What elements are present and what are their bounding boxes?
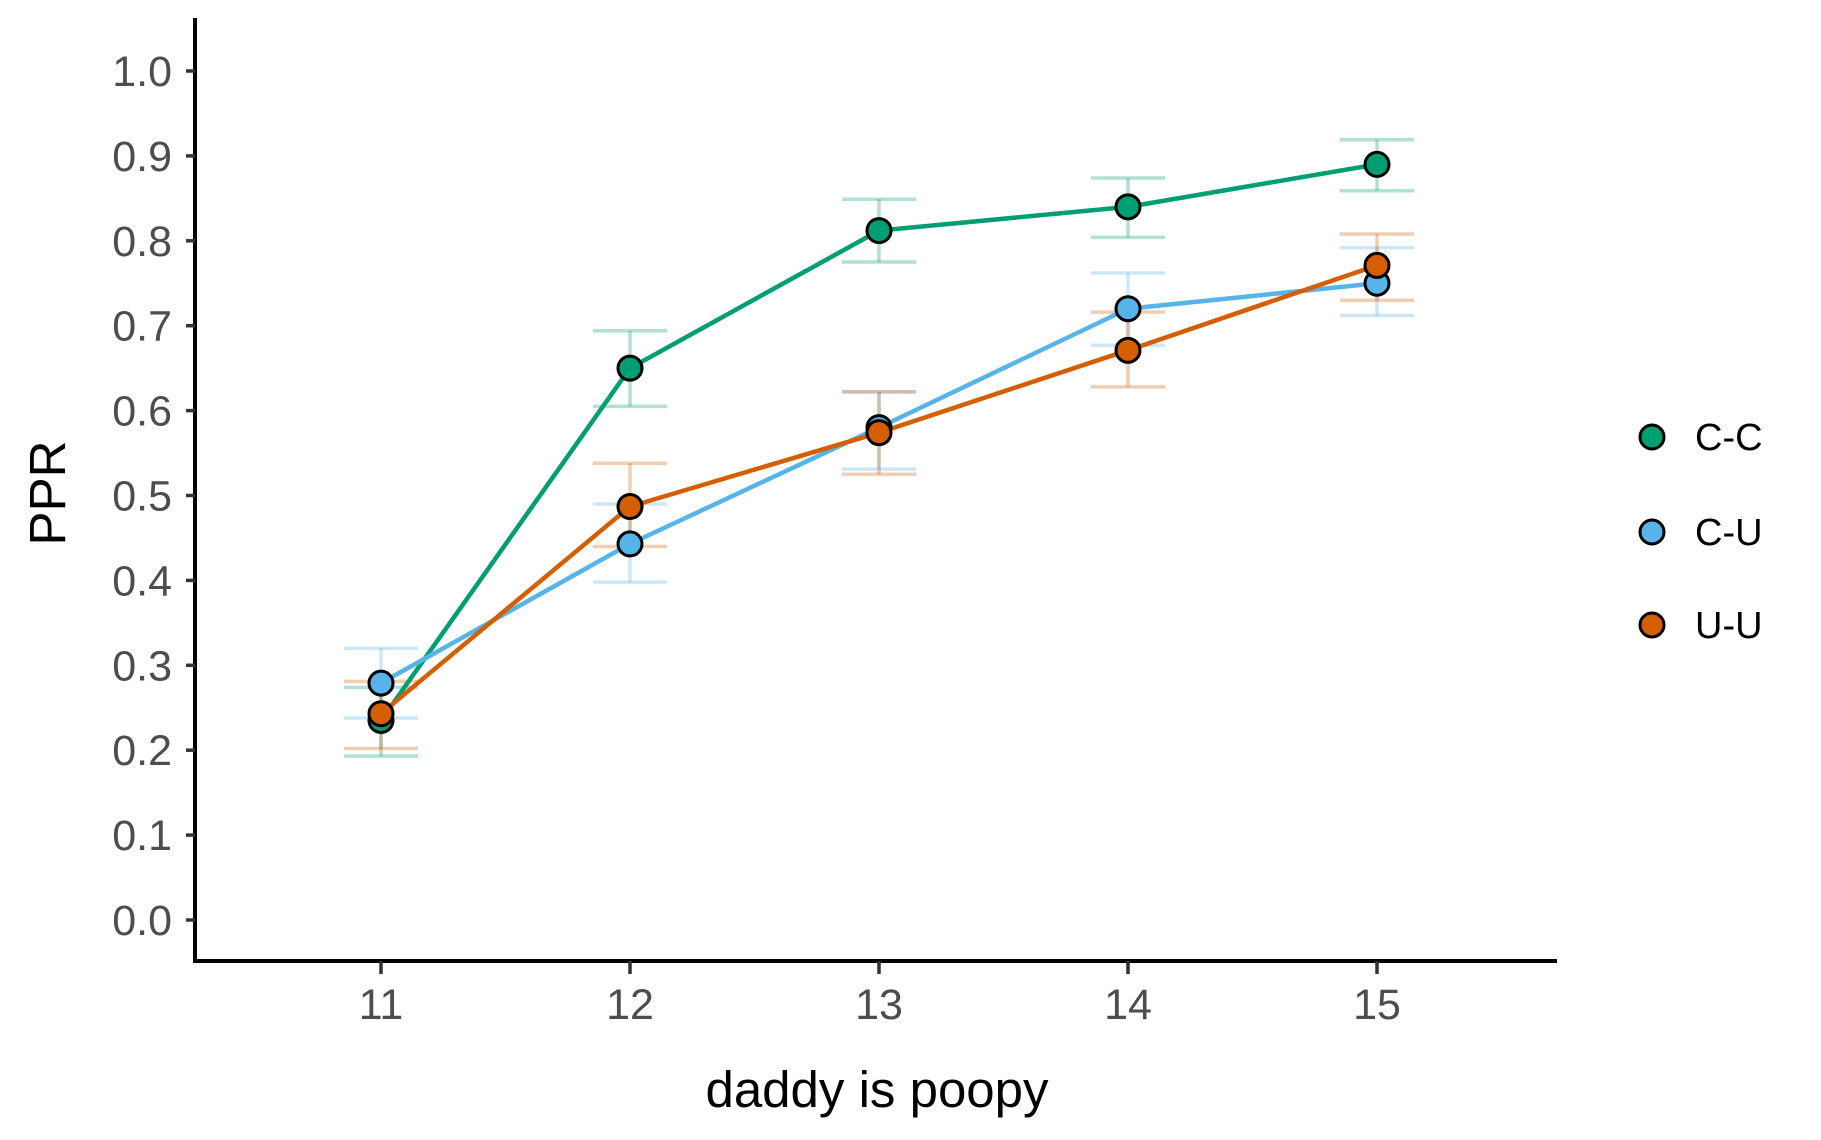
y-axis: 0.0 0.1 0.2 0.3 0.4 0.5 0.6 0.7 0.8 0.9 1.0 bbox=[112, 18, 197, 963]
data-point-C-C-14 bbox=[1114, 193, 1142, 221]
series-line-U-U bbox=[379, 263, 1378, 716]
x-tick-label: 13 bbox=[855, 981, 903, 1029]
legend-key-C-U bbox=[1638, 518, 1666, 546]
y-tick-label: 0.4 bbox=[112, 557, 172, 605]
y-tick-label: 0.3 bbox=[112, 642, 172, 690]
legend-label-C-C: C-C bbox=[1695, 417, 1763, 459]
legend-key-C-C bbox=[1638, 423, 1666, 451]
data-point-U-U-13 bbox=[865, 419, 893, 447]
data-point-C-C-12 bbox=[616, 354, 644, 382]
y-tick-label: 0.0 bbox=[112, 897, 172, 945]
y-tick-label: 0.7 bbox=[112, 303, 172, 351]
y-axis-title: PPR bbox=[19, 441, 76, 546]
x-tick-label: 11 bbox=[359, 981, 404, 1029]
x-axis: 11 12 13 14 15 bbox=[193, 959, 1557, 1029]
y-tick-label: 0.1 bbox=[112, 812, 172, 860]
y-tick-label: 0.5 bbox=[112, 473, 172, 521]
data-point-C-C-13 bbox=[865, 217, 893, 245]
data-point-C-U-14 bbox=[1114, 295, 1142, 323]
y-tick-label: 0.6 bbox=[112, 388, 172, 436]
data-points-layer bbox=[367, 150, 1391, 734]
data-point-U-U-11 bbox=[367, 700, 395, 728]
series-line-C-U bbox=[379, 281, 1378, 686]
legend-label-U-U: U-U bbox=[1695, 605, 1763, 647]
legend: C-C C-U U-U bbox=[1638, 417, 1763, 647]
data-point-C-C-15 bbox=[1363, 150, 1391, 178]
x-tick-label: 15 bbox=[1353, 981, 1401, 1029]
y-tick-label: 0.2 bbox=[112, 727, 172, 775]
data-point-C-U-12 bbox=[616, 530, 644, 558]
data-point-U-U-14 bbox=[1114, 336, 1142, 364]
x-tick-label: 14 bbox=[1104, 981, 1152, 1029]
x-axis-title: daddy is poopy bbox=[705, 1061, 1049, 1118]
legend-key-U-U bbox=[1638, 611, 1666, 639]
data-point-U-U-15 bbox=[1363, 251, 1391, 279]
y-tick-label: 0.9 bbox=[112, 133, 172, 181]
y-tick-label: 1.0 bbox=[112, 48, 172, 96]
x-tick-label: 12 bbox=[606, 981, 654, 1029]
data-point-C-U-11 bbox=[367, 669, 395, 697]
legend-label-C-U: C-U bbox=[1695, 512, 1763, 554]
data-point-U-U-12 bbox=[616, 493, 644, 521]
y-tick-label: 0.8 bbox=[112, 218, 172, 266]
